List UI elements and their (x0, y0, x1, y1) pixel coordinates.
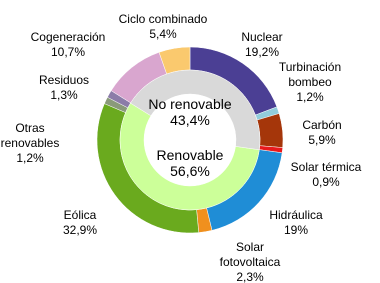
value-label: 32,9% (62, 223, 98, 237)
segment-label: Turbinación bombeo 1,2% (270, 60, 350, 105)
category-name: Nuclear (241, 30, 283, 44)
category-name: Renovable (156, 147, 224, 163)
category-name: Solar fotovoltaica (219, 240, 281, 269)
value-label: 5,4% (149, 27, 177, 41)
category-name: Solar térmica (290, 160, 362, 174)
segment-label: Ciclo combinado 5,4% (113, 12, 213, 42)
value-label: 56,6% (170, 163, 210, 179)
value-label: 19% (283, 223, 309, 237)
value-label: 5,9% (308, 133, 336, 147)
category-name: Ciclo combinado (118, 12, 208, 26)
segment-label: Carbón 5,9% (292, 118, 352, 148)
segment-label: No renovable 43,4% (140, 96, 240, 128)
category-name: Cogeneración (30, 30, 106, 44)
segment-label: Solar térmica 0,9% (276, 160, 376, 190)
segment-label: Otras renovables 1,2% (0, 121, 60, 166)
category-name: Turbinación bombeo (278, 60, 342, 89)
segment-label: Hidráulica 19% (256, 208, 336, 238)
donut-segment (130, 69, 261, 151)
value-label: 2,3% (236, 270, 264, 283)
segment-label: Eólica 32,9% (50, 208, 110, 238)
value-label: 10,7% (50, 45, 86, 59)
segment-label: Residuos 1,3% (34, 73, 94, 103)
value-label: 1,3% (50, 88, 78, 102)
segment-label: Nuclear 19,2% (227, 30, 297, 60)
category-name: Residuos (38, 73, 90, 87)
value-label: 1,2% (16, 151, 44, 165)
category-name: Carbón (302, 118, 342, 132)
value-label: 19,2% (244, 45, 280, 59)
category-name: Hidráulica (269, 208, 323, 222)
donut-segment (119, 102, 260, 211)
value-label: 0,9% (312, 175, 340, 189)
category-name: Otras renovables (0, 121, 60, 150)
segment-label: Cogeneración 10,7% (23, 30, 113, 60)
category-name: Eólica (63, 208, 97, 222)
value-label: 43,4% (170, 112, 210, 128)
segment-label: Solar fotovoltaica 2,3% (215, 240, 285, 283)
category-name: No renovable (148, 96, 232, 112)
segment-label: Renovable 56,6% (140, 147, 240, 179)
value-label: 1,2% (296, 90, 324, 104)
